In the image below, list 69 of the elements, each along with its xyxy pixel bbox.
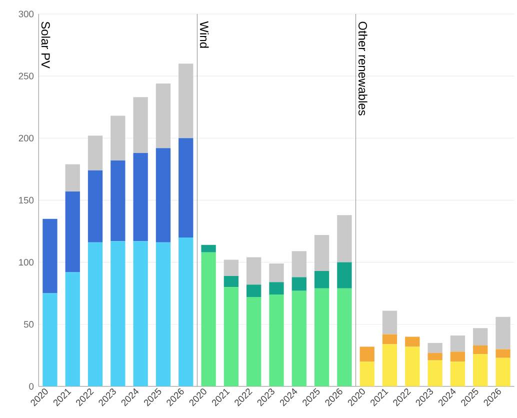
y-tick-label: 0 — [29, 382, 34, 390]
bar — [201, 244, 216, 252]
bar — [428, 342, 442, 353]
bar — [292, 276, 306, 291]
bar — [269, 263, 284, 282]
bar — [428, 352, 442, 360]
bar — [473, 328, 488, 346]
bar — [473, 345, 488, 354]
bar — [246, 257, 262, 284]
text: Other renewables — [358, 22, 368, 116]
text: Wind — [200, 21, 209, 48]
y-tick-label: 100 — [19, 258, 34, 266]
bar — [473, 354, 488, 386]
y-tick-label: 300 — [18, 10, 34, 18]
bar — [178, 237, 194, 386]
bar — [450, 351, 466, 362]
bar — [428, 360, 442, 386]
y-tick-label: 150 — [19, 196, 34, 204]
y-tick-label: 200 — [18, 134, 34, 142]
bar — [496, 348, 510, 358]
bar — [110, 160, 126, 241]
bar — [201, 252, 216, 386]
bar — [337, 214, 352, 262]
bar — [156, 148, 171, 242]
bar — [337, 262, 352, 288]
bar — [269, 282, 284, 294]
bar — [88, 135, 103, 170]
bar — [133, 240, 148, 386]
bar — [405, 346, 420, 386]
bar — [360, 361, 374, 386]
bar — [65, 164, 80, 192]
bar — [314, 270, 330, 288]
y-tick-label: 50 — [24, 320, 34, 328]
bar — [156, 83, 171, 148]
bar — [450, 361, 466, 386]
bar — [496, 316, 510, 349]
bar — [133, 96, 148, 153]
text: Solar PV — [41, 22, 50, 68]
bar — [42, 218, 58, 294]
bar — [246, 284, 262, 297]
bar — [382, 310, 398, 334]
bar — [156, 242, 171, 386]
bar — [224, 260, 239, 276]
bar — [382, 334, 398, 344]
bar — [224, 276, 239, 287]
bar — [88, 242, 103, 386]
bar — [337, 288, 352, 386]
bar — [292, 290, 306, 386]
bar — [450, 335, 466, 352]
bar — [65, 272, 80, 386]
bar — [496, 358, 510, 386]
bar — [382, 344, 398, 386]
bar — [314, 288, 330, 386]
y-tick-label: 250 — [18, 72, 34, 80]
bar — [133, 152, 148, 241]
bar — [246, 296, 262, 386]
bar — [178, 138, 194, 238]
bar — [292, 250, 306, 277]
bar — [110, 116, 126, 160]
bar — [178, 63, 194, 138]
bar — [360, 346, 374, 362]
bar — [88, 170, 103, 242]
bar — [110, 240, 126, 386]
bar — [224, 286, 239, 386]
bar — [42, 293, 58, 386]
bar — [65, 191, 80, 272]
bar — [405, 336, 420, 346]
bar — [269, 294, 284, 386]
bar — [314, 234, 330, 271]
